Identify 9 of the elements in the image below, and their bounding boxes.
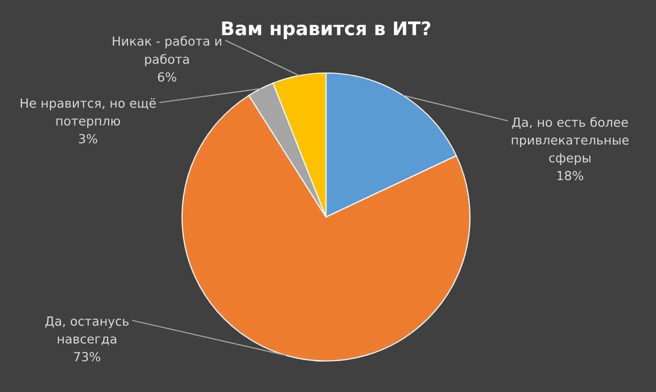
slice-label: Да, останусь навсегда	[45, 316, 129, 346]
data-label: 18%	[557, 170, 584, 180]
data-label: 3%	[79, 134, 98, 144]
chart-title: Вам нравится в ИТ?	[222, 21, 430, 40]
slice-label: Не нравится, но ещё потерплю	[20, 98, 156, 128]
data-label: 6%	[158, 72, 176, 82]
slice-label: Никак - работа и работа	[112, 36, 222, 66]
data-label: 73%	[74, 352, 100, 362]
slice-label: Да, но есть более привлекательные сферы	[512, 117, 629, 165]
